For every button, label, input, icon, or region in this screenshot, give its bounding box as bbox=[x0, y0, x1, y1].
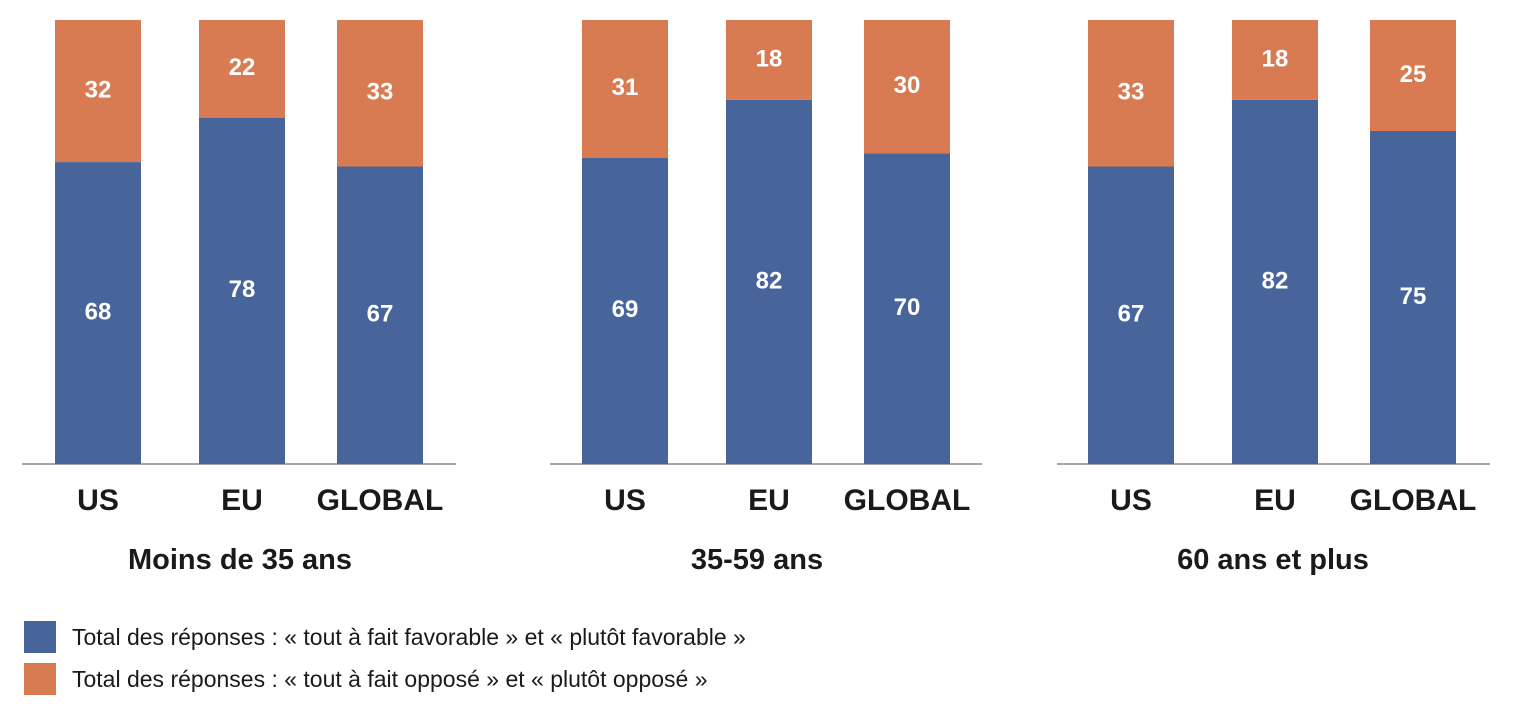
category-label: EU bbox=[221, 484, 263, 517]
legend-item-favorable: Total des réponses : « tout à fait favor… bbox=[24, 616, 746, 658]
data-label-favorable: 70 bbox=[894, 294, 921, 321]
data-label-favorable: 82 bbox=[1262, 267, 1289, 294]
bar-segment-favorable bbox=[582, 157, 668, 464]
data-label-oppose: 33 bbox=[367, 79, 394, 106]
bar-segment-favorable bbox=[199, 117, 285, 465]
data-label-oppose: 22 bbox=[229, 54, 256, 81]
bar-segment-favorable bbox=[1232, 99, 1318, 465]
category-label: US bbox=[77, 484, 119, 517]
bar-segment-favorable bbox=[337, 166, 423, 464]
category-label: EU bbox=[1254, 484, 1296, 517]
category-label: US bbox=[1110, 484, 1152, 517]
data-label-favorable: 78 bbox=[229, 276, 256, 303]
panel-title: 60 ans et plus bbox=[1177, 544, 1369, 576]
data-label-favorable: 69 bbox=[612, 296, 639, 323]
legend: Total des réponses : « tout à fait favor… bbox=[24, 616, 746, 700]
bar-segment-favorable bbox=[726, 99, 812, 465]
data-label-favorable: 67 bbox=[1118, 301, 1145, 328]
data-label-oppose: 18 bbox=[1262, 45, 1289, 72]
data-label-oppose: 31 bbox=[612, 74, 639, 101]
category-label: GLOBAL bbox=[317, 484, 444, 517]
bar-segment-oppose bbox=[199, 20, 285, 118]
data-label-favorable: 75 bbox=[1400, 283, 1427, 310]
bar-segment-oppose bbox=[55, 20, 141, 163]
data-label-oppose: 33 bbox=[1118, 79, 1145, 106]
category-label: EU bbox=[748, 484, 790, 517]
bar-segment-oppose bbox=[1088, 20, 1174, 167]
legend-item-oppose: Total des réponses : « tout à fait oppos… bbox=[24, 658, 746, 700]
bar-segment-favorable bbox=[1088, 166, 1174, 464]
category-label: GLOBAL bbox=[1350, 484, 1477, 517]
bar-segment-favorable bbox=[55, 162, 141, 464]
stacked-bar-chart: 68 32 US 78 22 EU 67 33 GLOBAL Moins de 35 ans 69 3… bbox=[22, 20, 1490, 576]
bar-segment-favorable bbox=[864, 153, 950, 464]
bar-segment-oppose bbox=[337, 20, 423, 167]
bar-segment-oppose bbox=[1232, 20, 1318, 100]
data-label-oppose: 25 bbox=[1400, 61, 1427, 88]
data-label-favorable: 82 bbox=[756, 267, 783, 294]
category-label: US bbox=[604, 484, 646, 517]
legend-label-favorable: Total des réponses : « tout à fait favor… bbox=[72, 623, 746, 650]
bar-segment-oppose bbox=[726, 20, 812, 100]
category-label: GLOBAL bbox=[844, 484, 971, 517]
bar-segment-oppose bbox=[1370, 20, 1456, 131]
legend-swatch-favorable bbox=[24, 621, 56, 653]
data-label-oppose: 30 bbox=[894, 72, 921, 99]
data-label-oppose: 18 bbox=[756, 45, 783, 72]
legend-label-oppose: Total des réponses : « tout à fait oppos… bbox=[72, 665, 708, 692]
panel-title: Moins de 35 ans bbox=[128, 544, 352, 576]
data-label-favorable: 68 bbox=[85, 298, 112, 325]
legend-swatch-oppose bbox=[24, 663, 56, 695]
bar-segment-favorable bbox=[1370, 131, 1456, 464]
data-label-favorable: 67 bbox=[367, 301, 394, 328]
bar-segment-oppose bbox=[864, 20, 950, 154]
panel-title: 35-59 ans bbox=[691, 544, 823, 576]
data-label-oppose: 32 bbox=[85, 76, 112, 103]
bar-segment-oppose bbox=[582, 20, 668, 158]
